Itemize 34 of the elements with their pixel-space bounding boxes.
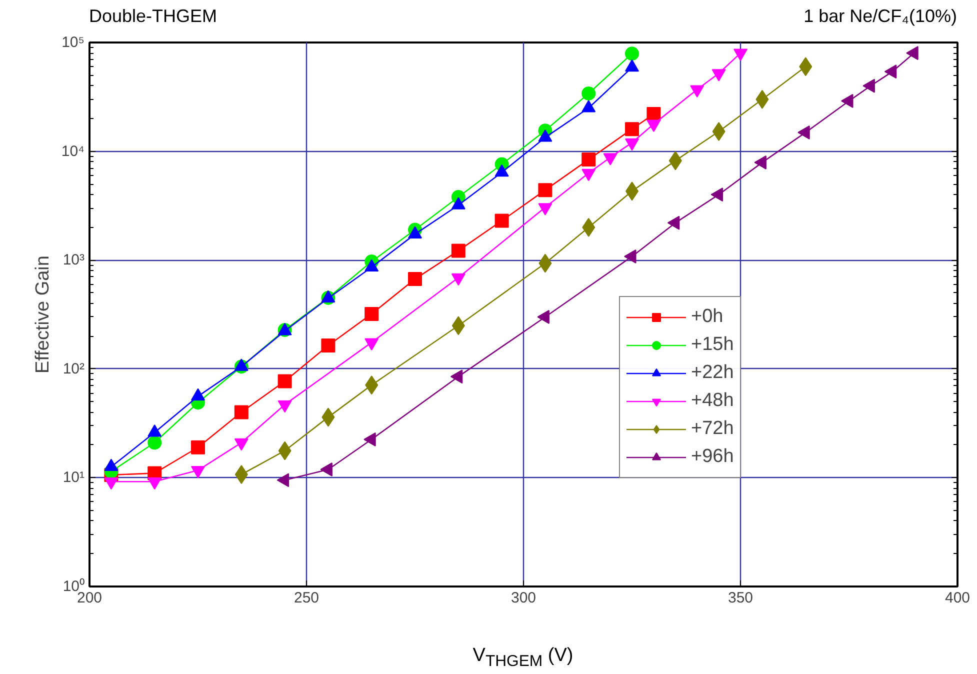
point (494, 214, 509, 228)
point (538, 183, 552, 198)
point (364, 306, 379, 321)
legend-label: +96h (691, 445, 734, 469)
point (234, 405, 248, 420)
point (148, 436, 162, 450)
point (278, 374, 292, 388)
point (582, 86, 596, 100)
x-axis-title: V$_{THGEM}$ (V) (472, 644, 574, 672)
legend-label: +0h (691, 305, 724, 329)
x-tick-label: 300 (510, 590, 536, 606)
x-tick-label: 400 (944, 590, 970, 606)
y-tick-label: 10⁵ (62, 34, 85, 51)
x-tick-label: 250 (294, 590, 320, 606)
point (191, 440, 205, 454)
x-tick-label: 350 (728, 590, 754, 606)
y-tick-label: 10² (62, 360, 85, 378)
point (451, 244, 466, 258)
point (321, 338, 336, 353)
legend-label: +22h (691, 361, 734, 385)
point (408, 272, 422, 286)
point (582, 152, 596, 167)
text: 1 bar Ne/CF₄(10%) (804, 5, 957, 28)
legend-label: +72h (691, 417, 734, 441)
point (625, 122, 639, 136)
legend-label: +48h (691, 389, 734, 413)
y-tick-label: 10⁴ (61, 142, 85, 160)
legend-label: +15h (691, 333, 734, 357)
point (646, 107, 661, 122)
y-axis-title: Effective Gain (32, 256, 54, 374)
y-tick-label: 10³ (62, 252, 85, 269)
y-tick-label: 10¹ (62, 469, 85, 486)
chart-title: Double-THGEM (89, 5, 218, 28)
point (625, 46, 639, 61)
